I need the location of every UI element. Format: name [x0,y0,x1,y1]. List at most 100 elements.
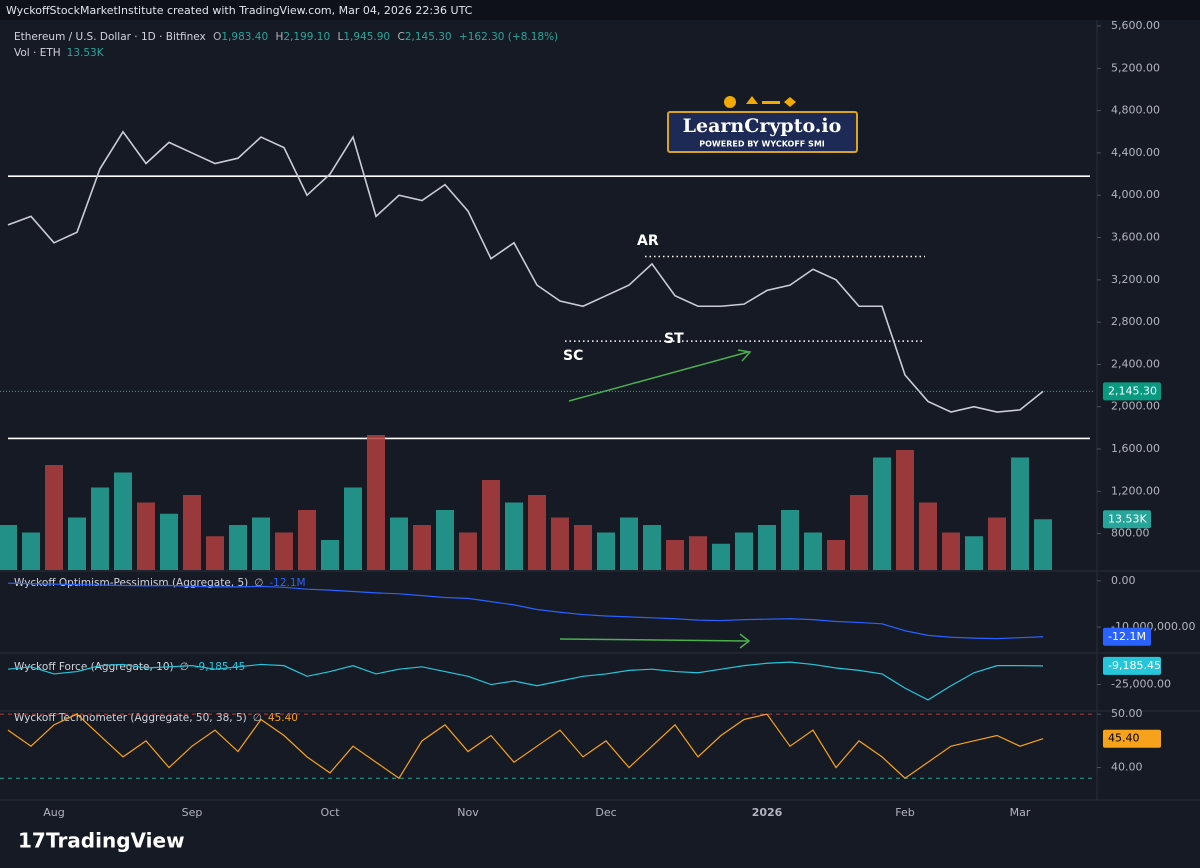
volume-bar [482,480,500,570]
volume-bar [459,532,477,570]
volume-bar [896,450,914,570]
volume-bar [0,525,17,570]
volume-legend: Vol · ETH 13.53K [14,47,105,59]
volume-bar [597,532,615,570]
volume-bar [689,536,707,570]
volume-bar [275,532,293,570]
brand-icon: 17 [18,829,46,853]
trend-arrow [559,633,751,649]
ohlc-key: L [338,31,344,43]
x-tick-label: Feb [895,806,914,819]
volume-bar [735,532,753,570]
vol-value: 13.53K [67,47,105,59]
y-tick-label: 3,600.00 [1111,231,1160,244]
y-tick-label: 4,400.00 [1111,146,1160,159]
last-value-box [1103,627,1151,646]
pane-legend-value: 45.40 [268,712,298,724]
volume-bar [620,517,638,570]
pane-legend-value: -9,185.45 [195,661,246,673]
volume-bar [252,517,270,570]
series-line [7,130,1044,413]
volume-bar [390,517,408,570]
pane-title: Wyckoff Technometer (Aggregate, 50, 38, … [14,712,247,724]
y-tick-label: 2,000.00 [1111,400,1160,413]
logo-box [667,111,858,153]
last-value-label: 13.53K [1108,512,1147,525]
volume-bar [804,532,822,570]
annotation: ST [664,331,684,347]
last-value-label: -9,185.45 [1108,659,1161,672]
last-value-box [1103,656,1161,675]
volume-bar [781,510,799,570]
vol-label: Vol · ETH [14,47,61,59]
pane-legend: Wyckoff Optimism-Pessimism (Aggregate, 5… [14,577,306,589]
volume-bar [206,536,224,570]
ohlc-value: 2,145.30 [405,31,452,43]
x-tick-label: Mar [1010,806,1031,819]
x-tick-label: Nov [457,806,479,819]
last-value-box [1103,729,1161,748]
pane-legend-icon: ∅ [180,661,189,673]
y-tick-label: 5,600.00 [1111,19,1160,32]
volume-bar [183,495,201,570]
logo-icon [746,96,758,104]
volume-bar [827,540,845,570]
volume-bar [965,536,983,570]
pane-legend: Wyckoff Force (Aggregate, 10) ∅ -9,185.45 [14,661,245,673]
series-line [7,582,1044,640]
ohlc-key: O [213,31,221,43]
volume-bar [229,525,247,570]
volume-bar [712,543,730,570]
volume-bar [942,532,960,570]
volume-bar [413,525,431,570]
volume-bar [344,487,362,570]
pane-legend: Wyckoff Technometer (Aggregate, 50, 38, … [14,712,298,724]
logo: LearnCrypto.io POWERED BY WYCKOFF SMI [667,96,858,153]
volume-bar [1011,457,1029,570]
last-value-label: 45.40 [1108,732,1140,745]
last-value-box [1103,510,1151,529]
logo-icon [762,101,780,104]
last-value-label: -12.1M [1108,630,1146,643]
volume-bar [367,435,385,570]
volume-bar [850,495,868,570]
brand: TradingView [46,829,185,853]
pane-legend-icon: ∅ [253,712,262,724]
volume-bar [919,502,937,570]
pane-legend-icon: ∅ [254,577,263,589]
symbol-legend: Ethereum / U.S. Dollar · 1D · Bitfinex O… [14,31,558,43]
volume-bar [22,532,40,570]
header-bar [0,0,1200,20]
ohlc-value: 1,983.40 [221,31,268,43]
y-tick-label: 800.00 [1111,527,1150,540]
y-tick-label: 0.00 [1111,574,1136,587]
ohlc-value: 1,945.90 [343,31,390,43]
header: WyckoffStockMarketInstitute created with… [6,4,473,17]
volume-bar [551,517,569,570]
y-tick-label: 3,200.00 [1111,273,1160,286]
volume-bar [758,525,776,570]
x-tick-label: Sep [182,806,203,819]
x-tick-label: Dec [595,806,616,819]
symbol: Ethereum / U.S. Dollar · 1D · Bitfinex [14,31,206,43]
series-line [7,713,1044,780]
y-tick-label: 50.00 [1111,707,1143,720]
volume-bar [298,510,316,570]
y-tick-label: 1,200.00 [1111,484,1160,497]
volume-bar [68,517,86,570]
volume-bar [137,502,155,570]
y-tick-label: 1,600.00 [1111,442,1160,455]
x-tick-label: Oct [320,806,340,819]
volume-bar [528,495,546,570]
y-tick-label: 5,200.00 [1111,61,1160,74]
ohlc-key: H [275,31,283,43]
volume-bar [505,502,523,570]
y-tick-label: 4,800.00 [1111,104,1160,117]
ohlc-key: C [397,31,404,43]
last-value-label: 2,145.30 [1108,384,1157,397]
series-line [7,661,1044,701]
volume-bar [574,525,592,570]
ohlc-value: 2,199.10 [283,31,330,43]
